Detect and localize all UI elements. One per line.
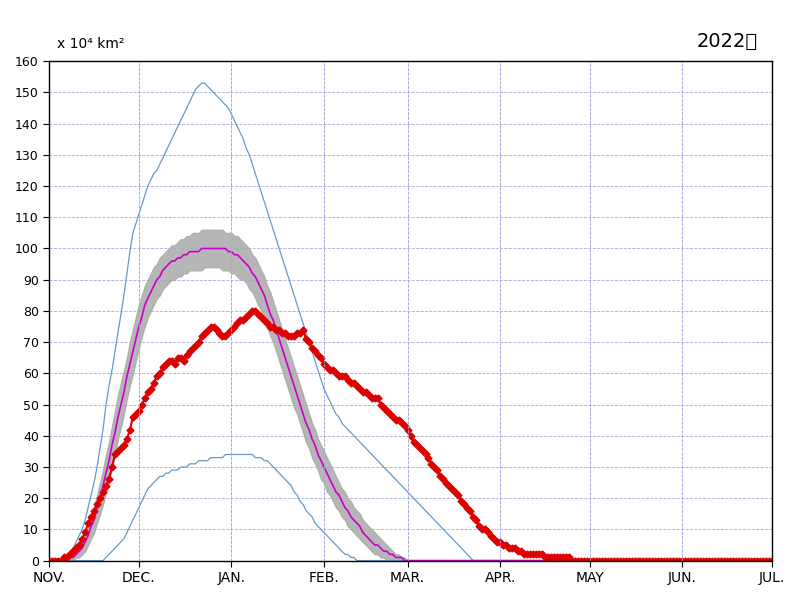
Text: x 10⁴ km²: x 10⁴ km² — [57, 37, 124, 51]
Text: 2022年: 2022年 — [696, 32, 758, 51]
